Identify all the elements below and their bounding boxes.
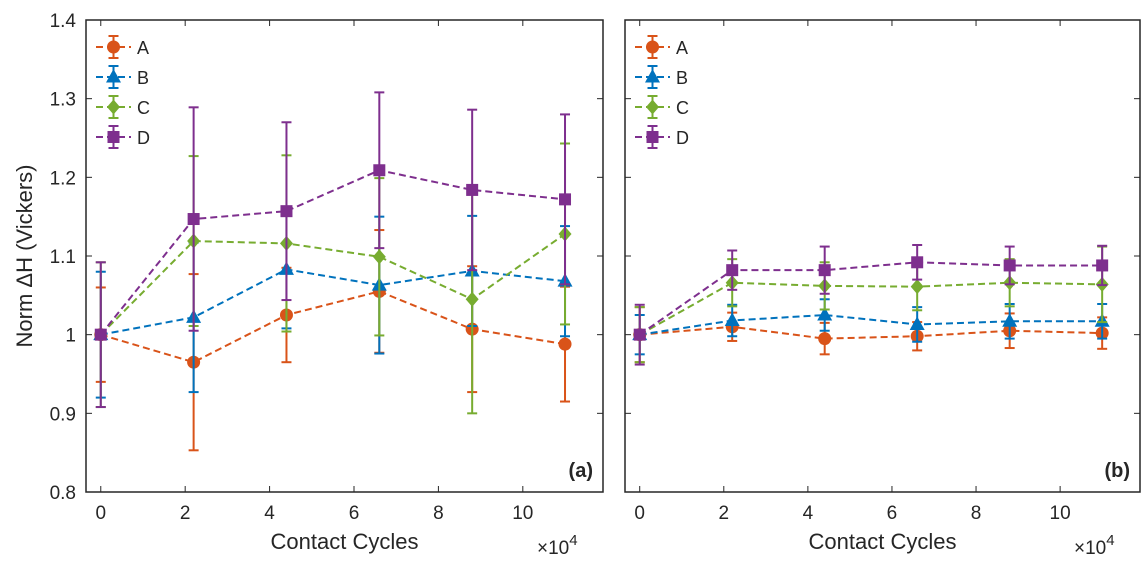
x-multiplier-exponent: 4 [569,532,577,549]
legend-marker [645,69,660,83]
data-point [909,316,925,330]
x-multiplier-label: ×104 [1074,532,1115,559]
series-C [94,142,572,415]
x-tick-label: 6 [349,503,360,524]
legend-label: A [676,38,688,58]
panel-label: (b) [1104,460,1130,482]
x-tick-label: 4 [803,503,814,524]
y-tick-label: 1.4 [50,11,77,32]
legend-marker [646,99,659,115]
panel-label: (a) [569,460,593,482]
series-line [639,261,1103,336]
data-point [373,164,386,177]
legend-label: C [676,98,689,118]
y-tick-label: 1.1 [50,247,76,268]
data-point [558,337,572,351]
x-multiplier-label: ×104 [537,532,578,559]
legend-label: A [137,38,149,58]
legend-marker [107,99,120,115]
legend-label: D [137,128,150,148]
x-tick-label: 4 [264,503,275,524]
legend-marker [646,40,659,54]
axes-frame [624,19,1141,493]
series-line [99,169,566,336]
x-tick-label: 0 [634,503,645,524]
y-tick-label: 1.3 [50,90,76,111]
y-tick-label: 0.8 [50,483,76,504]
data-point [818,264,831,277]
x-tick-label: 2 [719,503,730,524]
series-A [633,306,1109,364]
data-point [911,256,924,269]
x-tick-label: 10 [512,503,533,524]
y-axis-label: Norm ΔH (Vickers) [12,165,37,348]
series-D [633,243,1109,366]
x-tick-label: 6 [887,503,898,524]
data-point [280,205,293,218]
y-tick-label: 1.2 [50,168,76,189]
series-line [100,290,566,364]
x-multiplier-base: ×10 [537,538,569,559]
series-B [632,298,1110,356]
legend-marker [106,69,121,83]
x-axis-label: Contact Cycles [809,529,957,554]
data-point [94,328,107,341]
x-tick-label: 0 [95,503,106,524]
data-point [1003,259,1016,272]
legend-label: B [676,68,688,88]
series-line [639,325,1103,340]
data-point [818,332,832,346]
series-line [639,313,1103,336]
x-axis-label: Contact Cycles [271,529,419,554]
y-tick-label: 0.9 [50,404,76,425]
legend-marker [107,131,120,143]
data-point [1096,259,1109,272]
x-tick-label: 10 [1050,503,1071,524]
x-tick-label: 2 [180,503,191,524]
data-point [724,312,740,327]
series-line [639,281,1103,336]
legend-label: B [137,68,149,88]
series-C [633,245,1109,364]
data-point [910,279,924,295]
x-multiplier-base: ×10 [1074,538,1106,559]
data-point [187,213,200,226]
data-point [372,249,386,265]
legend-marker [646,131,659,143]
data-point [726,264,739,277]
legend-label: C [137,98,150,118]
axes-frame [85,19,604,493]
series-A [94,229,572,452]
y-tick-label: 1 [65,326,76,347]
data-point [559,193,572,206]
data-point [633,328,646,341]
x-multiplier-exponent: 4 [1106,532,1114,549]
legend-marker [107,40,120,54]
data-point [1002,313,1018,327]
x-tick-label: 8 [971,503,982,524]
legend-label: D [676,128,689,148]
data-point [465,291,479,307]
series-D [94,91,572,409]
series-line [100,268,566,336]
data-point [466,183,479,196]
data-point [817,307,833,321]
x-tick-label: 8 [433,503,444,524]
